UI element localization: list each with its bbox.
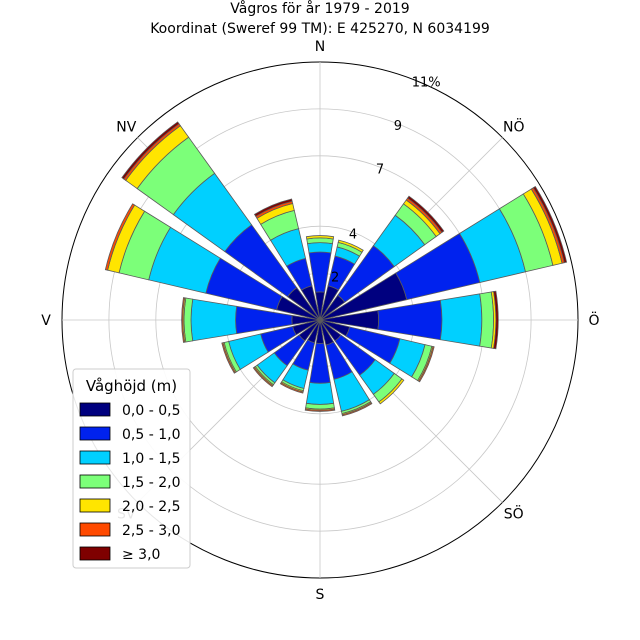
rose-bar-segment bbox=[104, 203, 136, 271]
legend: Våghöjd (m) 0,0 - 0,5 0,5 - 1,0 1,0 - 1,5 1,… bbox=[72, 368, 191, 569]
radial-tick-label: 9 bbox=[394, 119, 402, 134]
direction-label: N bbox=[315, 39, 325, 55]
rose-bar-segment bbox=[190, 298, 238, 342]
rose-bar-segment bbox=[253, 198, 293, 217]
chart-subtitle: Koordinat (Sweref 99 TM): E 425270, N 60… bbox=[150, 21, 490, 37]
legend-entry-label: 2,5 - 3,0 bbox=[122, 523, 180, 539]
direction-label: S bbox=[316, 587, 325, 603]
rose-bar-segment bbox=[221, 342, 236, 374]
direction-label: NV bbox=[116, 119, 136, 135]
radial-tick-label: 7 bbox=[376, 162, 384, 177]
legend-swatch bbox=[79, 546, 111, 561]
legend-swatch bbox=[79, 474, 111, 489]
rose-bar-segment bbox=[304, 408, 336, 412]
rose-bar-segment bbox=[479, 291, 494, 349]
rose-bars bbox=[104, 121, 568, 417]
radial-tick-label: 2 bbox=[331, 271, 339, 286]
chart-title: Vågros för år 1979 - 2019 bbox=[230, 0, 409, 17]
direction-label: Ö bbox=[588, 311, 599, 329]
rose-bar-segment bbox=[418, 346, 435, 383]
direction-label: SÖ bbox=[504, 505, 524, 523]
rose-bar-segment bbox=[378, 378, 405, 405]
radial-tick-label: 11% bbox=[412, 76, 441, 91]
rose-bar-segment bbox=[279, 382, 304, 394]
legend-swatch bbox=[79, 402, 111, 417]
axis-labels: NNÖÖSÖSSVVNV247911% bbox=[41, 39, 599, 603]
legend-entry-label: 0,5 - 1,0 bbox=[122, 427, 180, 443]
legend-entry-label: 2,0 - 2,5 bbox=[122, 499, 180, 515]
legend-swatch bbox=[79, 450, 111, 465]
rose-bar-segment bbox=[252, 366, 274, 388]
legend-box bbox=[72, 368, 191, 569]
rose-bar-segment bbox=[307, 242, 333, 254]
rose-bar-segment bbox=[377, 299, 443, 341]
rose-bar-segment bbox=[532, 185, 568, 264]
legend-swatch bbox=[79, 498, 111, 513]
rose-bar-segment bbox=[341, 402, 373, 417]
rose-bar-segment bbox=[181, 297, 186, 343]
rose-bar-segment bbox=[305, 235, 335, 240]
legend-entry-label: 0,0 - 0,5 bbox=[122, 403, 180, 419]
legend-title: Våghöjd (m) bbox=[86, 377, 177, 395]
legend-entry-label: 1,5 - 2,0 bbox=[122, 475, 180, 491]
direction-label: V bbox=[41, 313, 51, 329]
rose-bar-segment bbox=[183, 297, 194, 343]
rose-bar-segment bbox=[305, 382, 335, 405]
direction-label: NÖ bbox=[503, 117, 525, 135]
rose-bar-segment bbox=[439, 293, 483, 347]
legend-swatch bbox=[79, 522, 111, 537]
legend-swatch bbox=[79, 426, 111, 441]
rose-bar-segment bbox=[337, 239, 364, 253]
rose-bar-segment bbox=[121, 121, 180, 180]
rose-bar-segment bbox=[407, 195, 445, 233]
rose-bar-segment bbox=[493, 290, 499, 350]
legend-entry-label: ≥ 3,0 bbox=[122, 547, 160, 563]
radial-tick-label: 4 bbox=[349, 227, 357, 242]
legend-entry-label: 1,0 - 1,5 bbox=[122, 451, 180, 467]
